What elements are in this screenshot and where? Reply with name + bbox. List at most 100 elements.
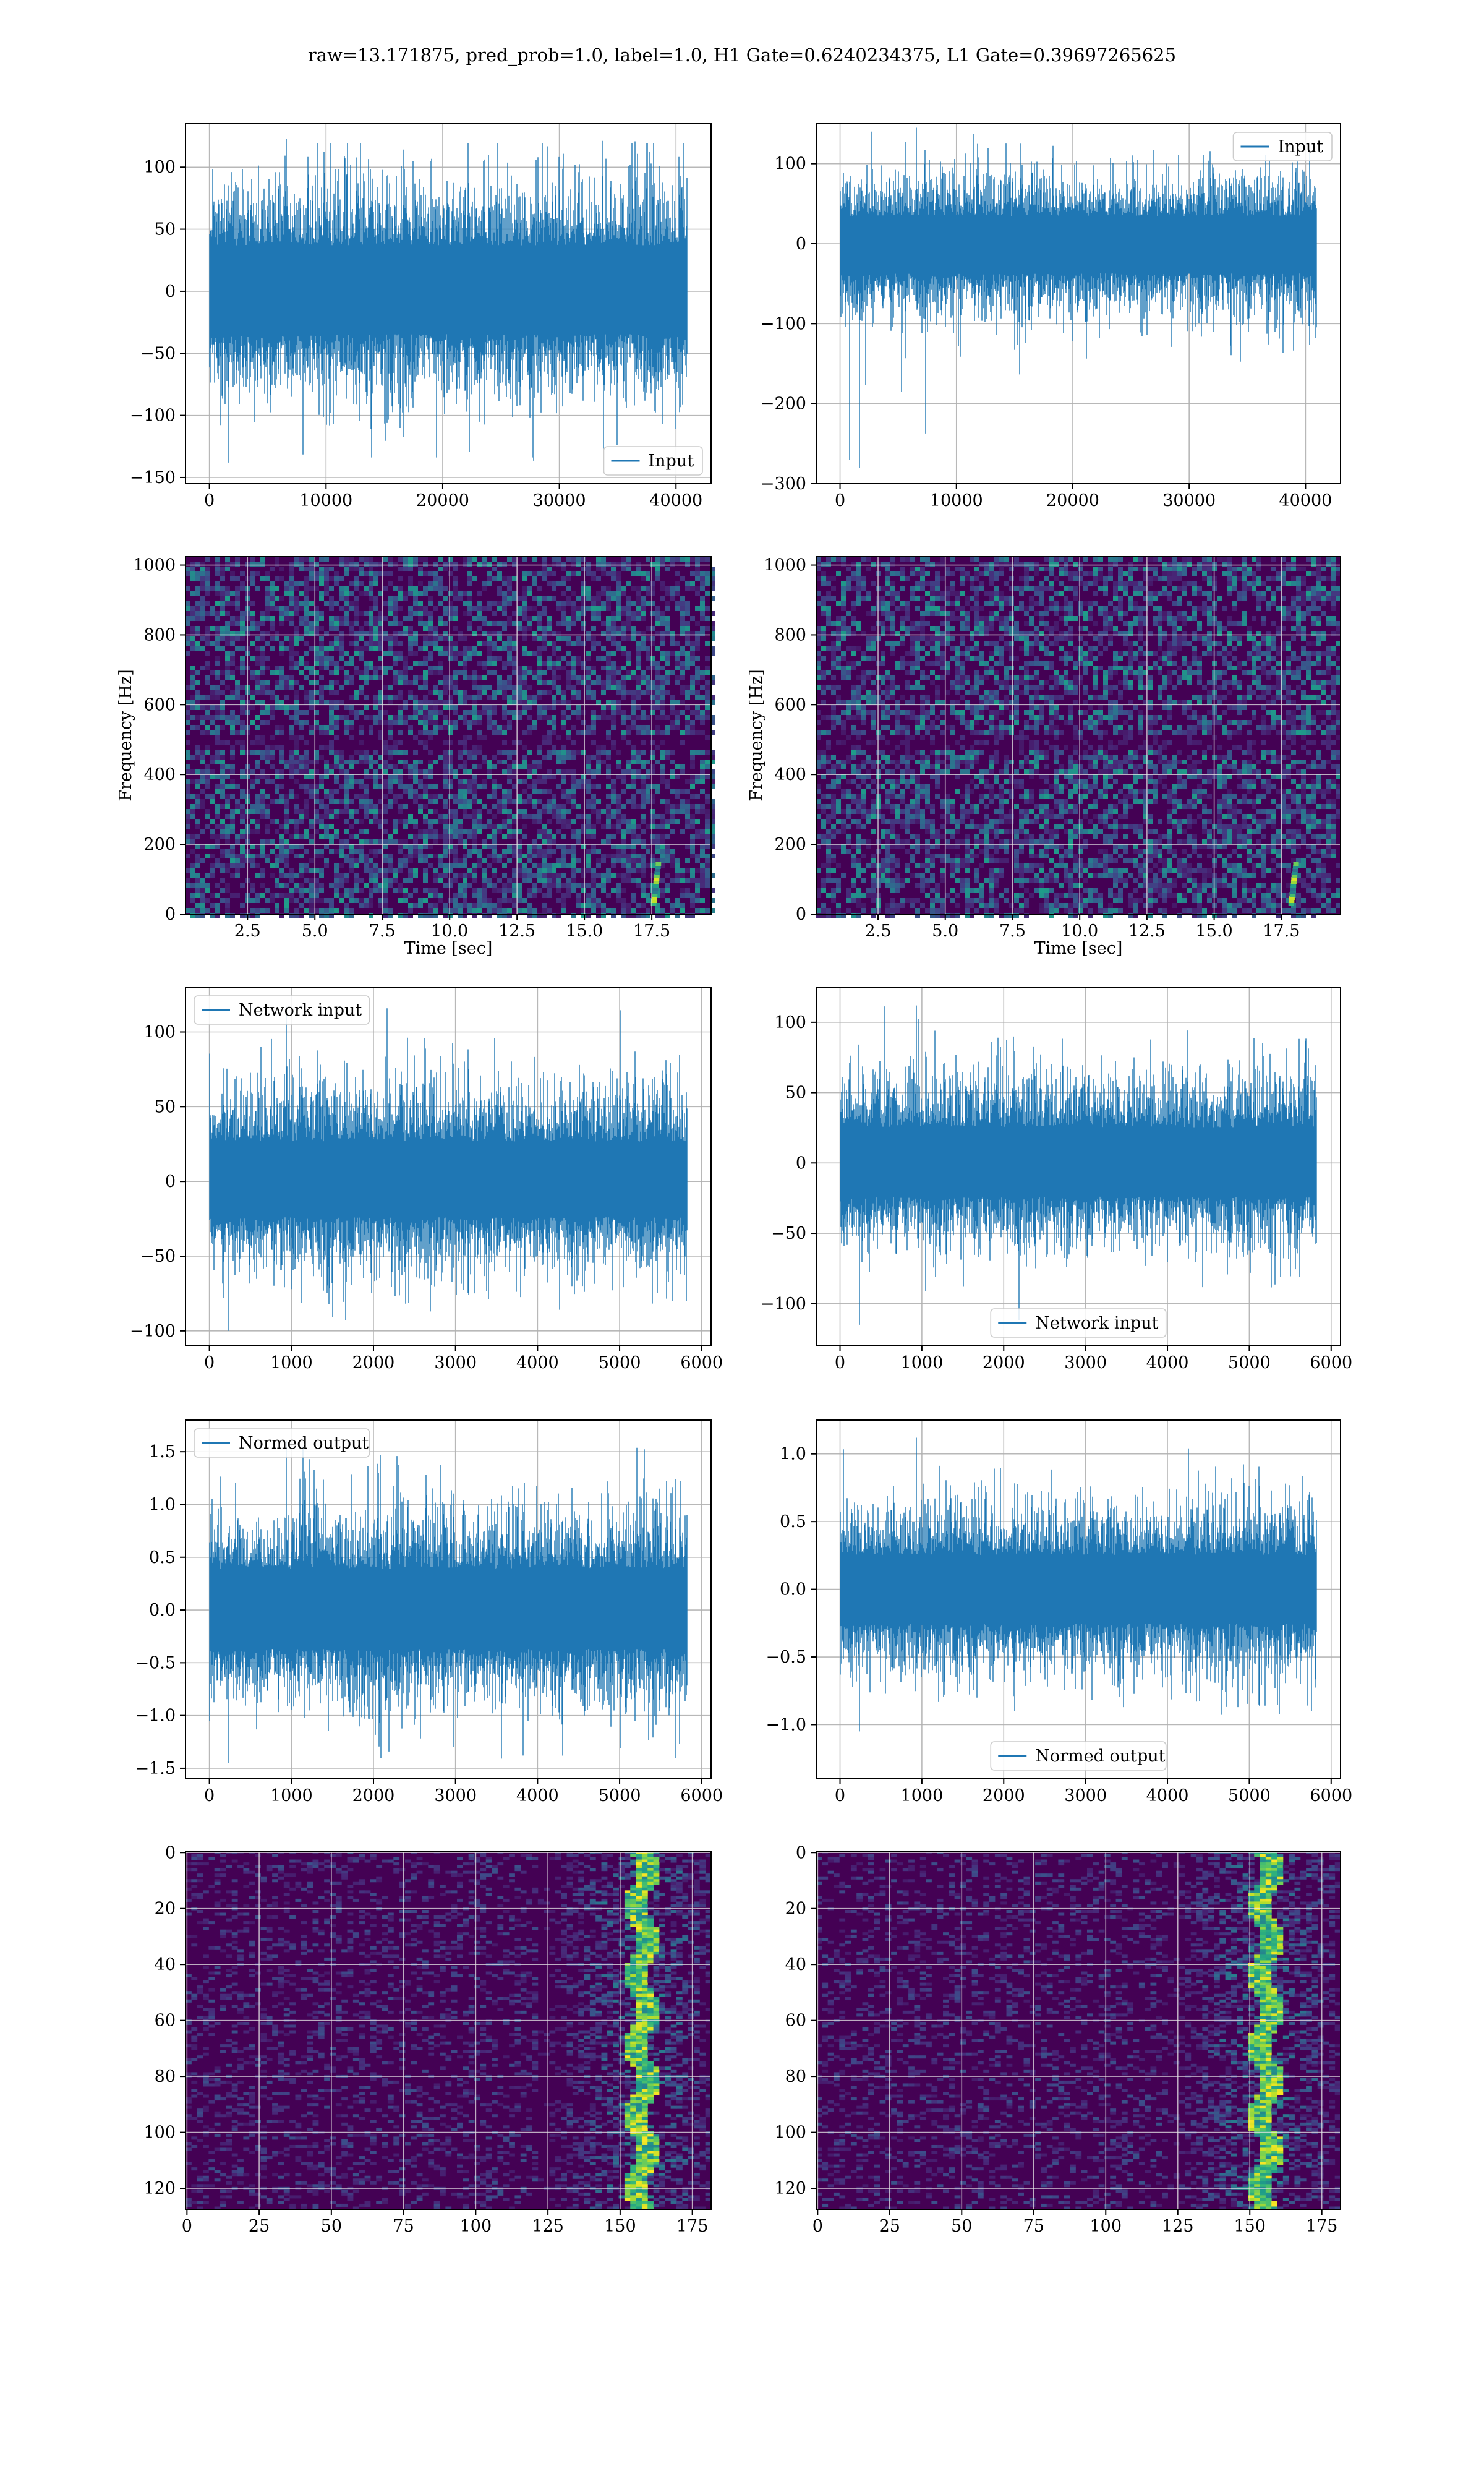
panel-3-heatmap-cell <box>190 646 195 651</box>
panel-4-heatmap-cell <box>965 576 970 581</box>
panel-3-heatmap-cell <box>458 591 463 596</box>
panel-3-heatmap-cell <box>388 878 393 883</box>
panel-3-heatmap-cell <box>591 571 596 576</box>
panel-3-heatmap-cell <box>334 641 339 646</box>
panel-3-heatmap-cell <box>507 596 512 601</box>
panel-3-heatmap-cell <box>685 844 690 849</box>
panel-3-heatmap-cell <box>631 898 636 903</box>
panel-3-heatmap-cell <box>378 611 383 616</box>
panel-4-heatmap-cell <box>1177 562 1182 567</box>
panel-3-heatmap-cell <box>547 705 552 710</box>
panel-3-heatmap-cell <box>636 913 641 918</box>
panel-3-heatmap-cell <box>547 621 552 626</box>
panel-4-heatmap-cell <box>925 571 930 576</box>
panel-3-heatmap-cell <box>487 695 492 700</box>
panel-3-heatmap-cell <box>566 878 571 883</box>
panel-4-heatmap-cell <box>1103 581 1108 586</box>
panel-3-heatmap-cell <box>492 611 497 616</box>
panel-3-heatmap-cell <box>289 789 294 794</box>
panel-3-heatmap-cell <box>205 764 210 769</box>
panel-3-heatmap-cell <box>571 725 576 730</box>
panel-4-heatmap-cell <box>861 581 866 586</box>
panel-3-heatmap-cell <box>299 819 304 824</box>
panel-3-heatmap-cell <box>665 858 670 863</box>
panel-3-heatmap-cell <box>299 567 304 571</box>
panel-3-heatmap-cell <box>680 764 685 769</box>
panel-3-heatmap-cell <box>601 873 606 878</box>
panel-3-heatmap-cell <box>507 576 512 581</box>
panel-3-heatmap-cell <box>403 913 408 918</box>
panel-3-heatmap-cell <box>220 819 225 824</box>
panel-3-heatmap-cell <box>556 562 561 567</box>
panel-3-heatmap-cell <box>339 685 344 690</box>
panel-3-heatmap-cell <box>641 636 646 641</box>
panel-3-heatmap-cell <box>418 720 423 725</box>
panel-3-heatmap-cell <box>418 700 423 705</box>
panel-3-heatmap-cell <box>408 626 413 631</box>
panel-3-heatmap-cell <box>616 606 621 611</box>
panel-3-heatmap-cell <box>571 863 576 868</box>
panel-3-heatmap-cell <box>190 814 195 819</box>
panel-3-heatmap-cell <box>655 562 660 567</box>
panel-3-heatmap-cell <box>586 814 591 819</box>
panel-3-heatmap-cell <box>517 814 522 819</box>
panel-3-heatmap-cell <box>675 666 680 670</box>
panel-3-heatmap-cell <box>675 868 680 873</box>
panel-3-heatmap-cell <box>631 799 636 804</box>
panel-3-heatmap-cell <box>339 586 344 591</box>
panel-3-heatmap-cell <box>190 666 195 670</box>
panel-3-heatmap-cell <box>566 824 571 829</box>
panel-3-heatmap-cell <box>650 814 655 819</box>
panel-3-heatmap-cell <box>289 705 294 710</box>
panel-4-heatmap-cell <box>1093 567 1098 571</box>
panel-4-heatmap-cell <box>920 586 925 591</box>
panel-3-heatmap-cell <box>611 888 616 893</box>
panel-3-heatmap-cell <box>690 779 695 784</box>
panel-3-heatmap-cell <box>453 626 458 631</box>
panel-3-heatmap-cell <box>537 596 542 601</box>
panel-3-heatmap-cell <box>250 809 255 814</box>
panel-4-heatmap-cell <box>999 591 1004 596</box>
panel-3-heatmap-cell <box>561 908 566 913</box>
panel-3-heatmap-cell <box>507 829 512 834</box>
panel-3-heatmap-cell <box>611 720 616 725</box>
panel-3-heatmap-cell <box>512 621 517 626</box>
panel-3-heatmap-cell <box>522 557 527 562</box>
panel-3-heatmap-cell <box>566 755 571 760</box>
panel-3-heatmap-cell <box>626 829 631 834</box>
panel-4-heatmap-cell <box>984 591 989 596</box>
panel-3-heatmap-cell <box>220 888 225 893</box>
panel-3-heatmap-cell <box>700 854 705 858</box>
panel-3-heatmap-cell <box>408 651 413 656</box>
panel-3-heatmap-cell <box>299 621 304 626</box>
panel-3-heatmap-cell <box>195 913 200 918</box>
panel-3-heatmap-cell <box>418 606 423 611</box>
panel-3-heatmap-cell <box>200 586 205 591</box>
panel-4-heatmap-cell <box>1162 567 1167 571</box>
panel-4-heatmap-cell <box>1252 591 1256 596</box>
panel-3-heatmap-cell <box>433 631 438 636</box>
panel-3-heatmap-cell <box>319 571 324 576</box>
panel-3-heatmap-cell <box>660 849 665 854</box>
panel-3-heatmap-cell <box>195 745 200 750</box>
panel-3-heatmap-cell <box>556 888 561 893</box>
panel-3-heatmap-cell <box>359 631 364 636</box>
panel-3-heatmap-cell <box>319 725 324 730</box>
panel-3-heatmap-cell <box>369 611 373 616</box>
panel-3-heatmap-cell <box>329 641 334 646</box>
panel-3-heatmap-cell <box>710 730 715 735</box>
panel-3-heatmap-cell <box>467 779 472 784</box>
panel-3-heatmap-cell <box>428 893 433 898</box>
panel-3-heatmap-cell <box>190 883 195 888</box>
panel-4-heatmap-cell <box>1207 581 1212 586</box>
panel-3-heatmap-cell <box>463 562 467 567</box>
panel-3-xtick-label: 10.0 <box>431 922 468 941</box>
panel-3-heatmap-cell <box>646 730 650 735</box>
panel-3-heatmap-cell <box>537 656 542 661</box>
panel-3-heatmap-cell <box>294 601 299 606</box>
panel-3-heatmap-cell <box>215 631 220 636</box>
panel-3-heatmap-cell <box>200 720 205 725</box>
panel-3-heatmap-cell <box>571 606 576 611</box>
panel-4-heatmap-cell <box>984 571 989 576</box>
panel-3-heatmap-cell <box>230 779 235 784</box>
